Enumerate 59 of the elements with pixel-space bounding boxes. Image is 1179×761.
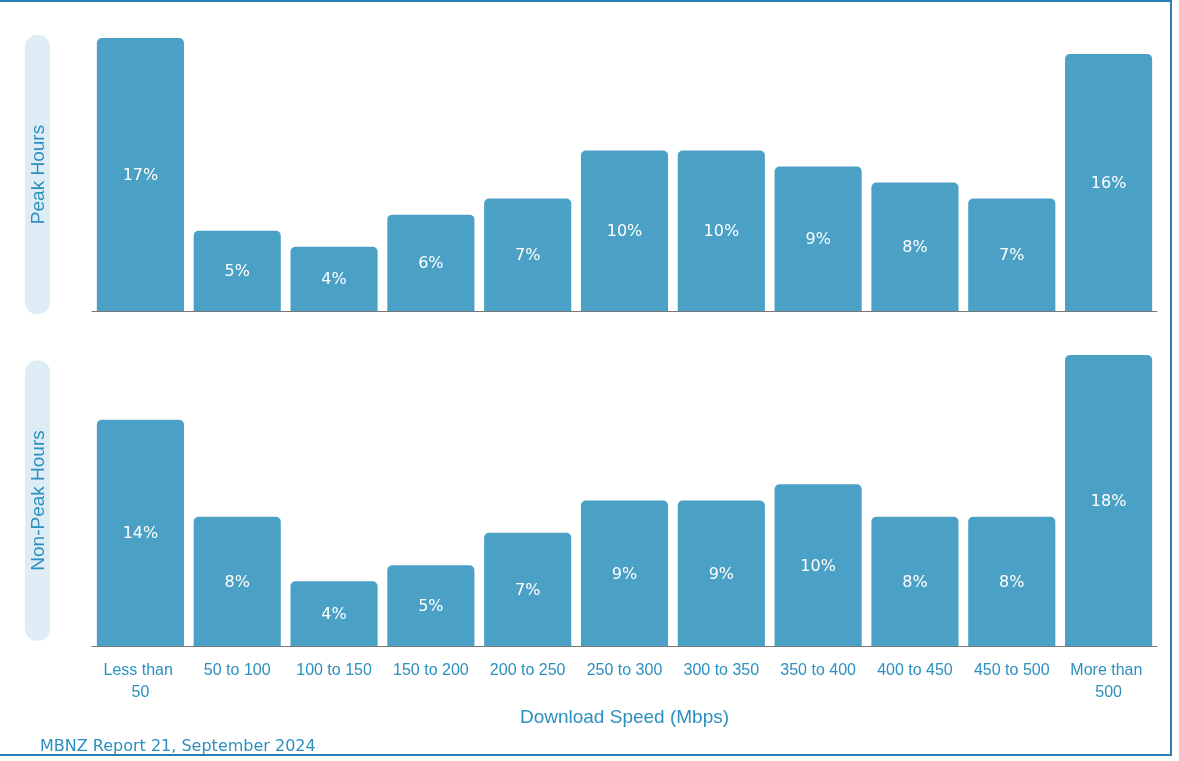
bar <box>387 214 475 311</box>
y-axis-title: Peak Hours <box>27 124 48 225</box>
bar <box>387 565 475 646</box>
data-label: 8% <box>224 571 250 591</box>
bar <box>871 182 959 311</box>
bar <box>871 516 959 646</box>
bar <box>968 516 1056 646</box>
x-tick-label: 350 to 400 <box>780 660 857 678</box>
data-label: 7% <box>514 579 541 599</box>
data-label: 9% <box>708 563 735 583</box>
data-label: 6% <box>418 253 444 273</box>
bar <box>290 581 378 646</box>
data-label: 4% <box>321 604 347 624</box>
data-label: 17% <box>122 165 159 184</box>
bar <box>580 500 669 646</box>
data-label: 16% <box>1090 173 1127 193</box>
x-tick-label: 250 to 300 <box>586 660 663 678</box>
data-label: 10% <box>606 221 643 241</box>
bar <box>774 166 862 311</box>
data-label: 8% <box>999 571 1025 591</box>
x-tick-label: 100 to 150 <box>296 660 372 678</box>
data-label: 14% <box>122 523 159 543</box>
data-label: 5% <box>224 261 250 281</box>
bar <box>290 246 378 311</box>
data-label: 5% <box>418 596 444 616</box>
bar <box>484 198 572 311</box>
bar <box>580 150 669 311</box>
data-label: 8% <box>902 237 928 257</box>
x-axis-title: Download Speed (Mbps) <box>519 705 730 727</box>
data-label: 10% <box>800 555 836 575</box>
bar <box>1065 54 1153 311</box>
x-tick-label: 200 to 250 <box>489 660 566 678</box>
bar <box>677 500 765 646</box>
data-label: 8% <box>902 571 928 591</box>
bar <box>193 516 281 646</box>
x-tick-label: More than 500 <box>1070 660 1147 700</box>
x-tick-label: 450 to 500 <box>973 660 1050 678</box>
x-tick-label: 300 to 350 <box>683 660 760 678</box>
data-label: 10% <box>703 221 740 241</box>
x-tick-label: 400 to 450 <box>877 660 953 678</box>
data-label: 7% <box>514 245 541 265</box>
bar <box>96 38 184 311</box>
bar <box>1065 355 1153 646</box>
bar <box>774 484 862 646</box>
text: MBNZ Report 21, September 2024 <box>40 735 316 755</box>
bar <box>968 198 1056 311</box>
data-label: 9% <box>805 229 831 249</box>
y-axis-title: Non-Peak Hours <box>27 430 48 571</box>
bar <box>484 532 572 646</box>
bar <box>677 150 765 311</box>
data-label: 4% <box>321 269 347 289</box>
bar <box>96 419 184 646</box>
x-tick-label: 150 to 200 <box>393 660 469 678</box>
bar <box>193 230 281 311</box>
x-tick-label: Less than 50 <box>103 660 178 700</box>
data-label: 7% <box>999 245 1025 265</box>
data-label: 9% <box>611 563 638 583</box>
data-label: 18% <box>1090 491 1127 510</box>
x-tick-label: 50 to 100 <box>203 660 271 678</box>
